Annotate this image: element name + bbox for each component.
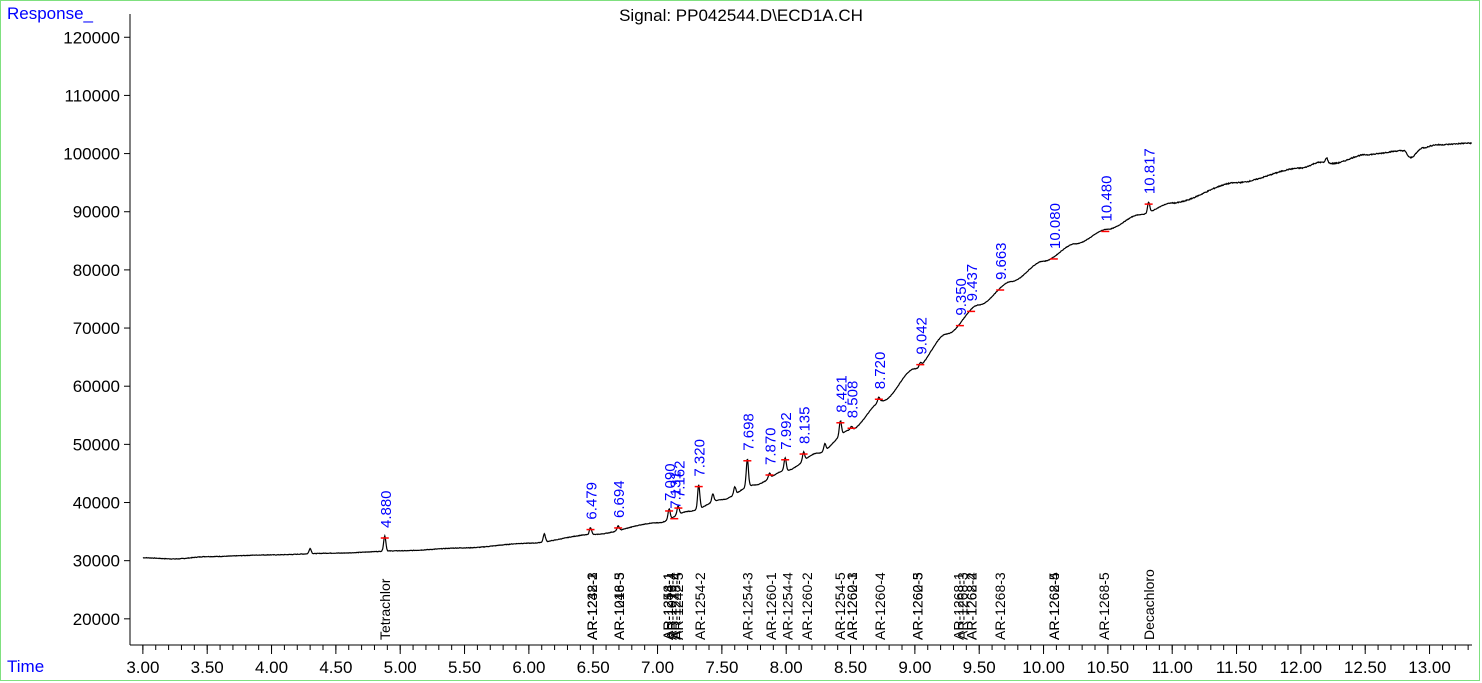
compound-label: AR-1242-5: [670, 572, 686, 640]
x-tick-label: 8.50: [834, 658, 867, 677]
compound-label: AR-1260-5: [909, 572, 925, 640]
y-axis-label: Response_: [7, 4, 94, 23]
rt-label: 7.090: [662, 463, 679, 501]
compound-label: AR-1254-2: [692, 572, 708, 640]
compound-label: AR-1262-3: [909, 572, 925, 640]
signal-line: [142, 141, 1473, 560]
rt-label: 10.817: [1142, 148, 1159, 194]
x-tick-label: 13.00: [1408, 658, 1451, 677]
x-tick-label: 6.00: [512, 658, 545, 677]
compound-label: AR-1260-4: [872, 572, 888, 640]
signal-trace: [142, 141, 1473, 560]
x-tick-label: 7.00: [641, 658, 674, 677]
y-tick-label: 100000: [63, 145, 120, 164]
axes: 20000 30000 40000 50000 60000 70000 80000 90000…: [63, 14, 1472, 677]
rt-label: 7.162: [671, 461, 688, 499]
compound-label: AR-1254-4: [779, 572, 795, 640]
rt-label: 8.508: [845, 381, 862, 419]
compound-labels: Tetrachlor AR-1232-1AR-1242-2AR-1248-3 AR-…: [377, 569, 1157, 640]
y-tick-label: 110000: [65, 86, 120, 105]
compound-label: AR-1268-3: [954, 572, 970, 640]
y-tick-label: 70000: [73, 319, 120, 338]
rt-label: 8.135: [797, 406, 814, 444]
compound-label: AR-1254-3: [740, 572, 756, 640]
x-tick-label: 5.00: [384, 658, 417, 677]
x-tick-label: 9.00: [898, 658, 931, 677]
compound-label: AR-1260-1: [763, 572, 779, 640]
x-tick-label: 10.50: [1087, 658, 1130, 677]
compound-label: AR-1260-2: [799, 572, 815, 640]
x-tick-label: 6.50: [577, 658, 610, 677]
compound-label: AR-1232-1: [584, 572, 600, 640]
compound-label: AR-1016-3: [611, 572, 627, 640]
compound-label: Decachloro: [1141, 569, 1157, 640]
x-tick-label: 3.50: [191, 658, 224, 677]
rt-label: 9.042: [913, 317, 930, 355]
rt-label: 7.320: [692, 439, 709, 477]
y-tick-label: 120000: [63, 28, 120, 47]
compound-label: AR-1248-5: [611, 572, 627, 640]
x-tick-label: 10.00: [1022, 658, 1065, 677]
y-tick-label: 40000: [73, 494, 120, 513]
compound-label: AR-1248-4: [668, 572, 684, 640]
compound-label: AR-1242-2: [584, 572, 600, 640]
x-tick-label: 8.00: [770, 658, 803, 677]
rt-label: 8.720: [872, 352, 889, 390]
y-tick-label: 60000: [73, 377, 120, 396]
compound-label: AR-1268-1: [951, 572, 967, 640]
x-tick-label: 11.00: [1152, 658, 1193, 677]
y-tick-label: 90000: [73, 203, 120, 222]
rt-label: 9.437: [964, 264, 981, 302]
compound-label: AR-1260-3: [844, 572, 860, 640]
compound-label: AR-1268-5: [1096, 572, 1112, 640]
x-tick-label: 9.50: [963, 658, 996, 677]
rt-label: 6.479: [584, 482, 601, 520]
compound-label: AR-1268-2: [963, 572, 979, 640]
compound-label: AR-1254-5: [832, 572, 848, 640]
compound-label: AR-1248-3: [584, 572, 600, 640]
x-tick-label: 3.00: [126, 658, 159, 677]
rt-label: 7.992: [778, 412, 795, 450]
compound-label: AR-1262-4: [963, 572, 979, 640]
y-tick-label: 30000: [73, 552, 120, 571]
compound-label: AR-1262-5: [1046, 572, 1062, 640]
x-tick-label: 11.50: [1216, 658, 1257, 677]
rt-label: 10.480: [1098, 176, 1115, 222]
x-tick-label: 7.50: [705, 658, 738, 677]
y-tick-label: 50000: [73, 435, 120, 454]
compound-label: AR-1248-1: [660, 572, 676, 640]
rt-label: 6.694: [611, 480, 628, 518]
compound-label: AR-1268-3: [992, 572, 1008, 640]
compound-label: AR-1262-1: [844, 572, 860, 640]
compound-label: AR-1268-4: [1046, 572, 1062, 640]
y-tick-label: 20000: [73, 610, 120, 629]
x-axis-label: Time: [7, 657, 45, 676]
compound-label: AR-1016-4: [664, 572, 680, 640]
x-tick-label: 5.50: [448, 658, 481, 677]
compound-label: Tetrachlor: [377, 578, 393, 640]
x-tick-label: 4.00: [255, 658, 288, 677]
rt-label: 9.350: [953, 278, 970, 316]
x-tick-label: 12.00: [1280, 658, 1323, 677]
rt-label: 9.663: [993, 242, 1010, 280]
rt-label: 7.870: [762, 427, 779, 465]
chart-title: Signal: PP042544.D\ECD1A.CH: [619, 6, 863, 25]
rt-label: 10.080: [1047, 203, 1064, 249]
y-tick-label: 80000: [73, 261, 120, 280]
x-tick-label: 12.50: [1344, 658, 1387, 677]
rt-label: 8.421: [833, 375, 850, 413]
rt-label: 7.698: [740, 413, 757, 451]
rt-label: 4.880: [378, 490, 395, 528]
x-tick-label: 4.50: [319, 658, 352, 677]
compound-label: AR-1254-1: [660, 572, 676, 640]
rt-label: 7.131: [667, 471, 684, 509]
